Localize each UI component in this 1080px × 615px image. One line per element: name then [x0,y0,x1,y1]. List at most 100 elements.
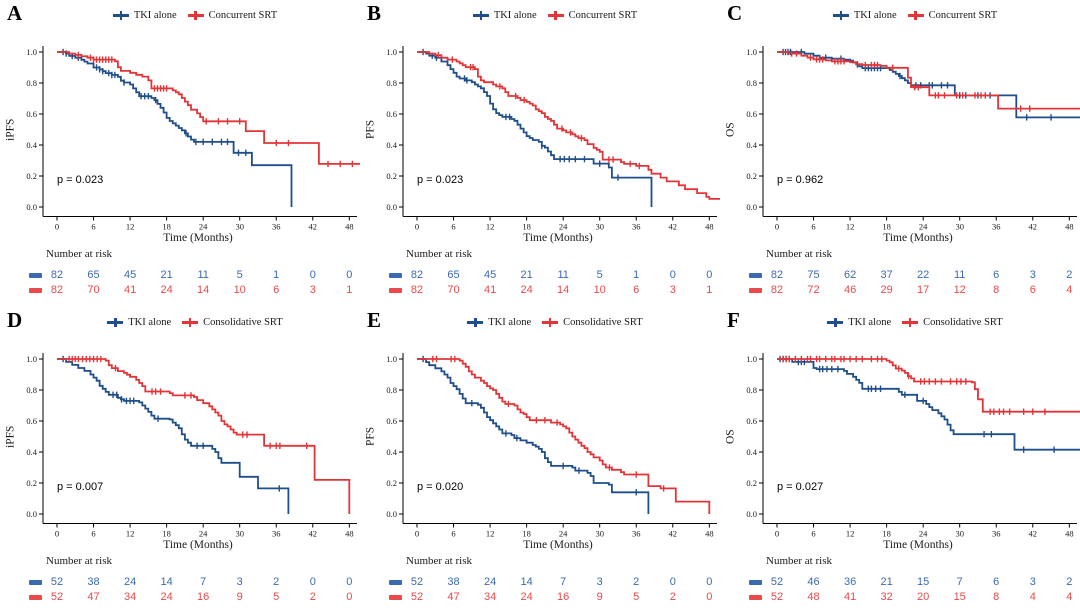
risk-table: 82 65 45 21 11 5 1 0 0 82 70 41 24 14 10 6 3 1 [360,269,720,301]
panel-letter: D [7,308,23,332]
x-tick-label: 6 [811,222,815,232]
risk-count: 24 [123,576,137,588]
risk-count: 32 [880,591,893,603]
x-tick-label: 30 [595,529,604,539]
km-panel-f: 0.0 0.2 0.4 0.6 0.8 1.0 0 6 12 18 24 30 36 42 48 F TKI… [720,307,1080,614]
risk-count: 2 [309,591,316,603]
legend-marker-srt-icon [182,318,199,327]
risk-group-marker-icon [749,580,762,585]
panel-letter: B [367,1,382,25]
legend: TKI alone Concurrent SRT [40,10,356,21]
risk-count: 6 [993,269,1000,281]
legend-marker-tki-icon [472,11,489,20]
y-tick-label: 0.4 [746,140,757,150]
risk-count: 24 [520,591,533,603]
x-tick-label: 6 [451,222,455,232]
y-tick-label: 0.8 [26,78,37,88]
panel-letter: A [7,1,23,25]
y-axis-label: PFS [364,119,377,140]
km-plot: 0.0 0.2 0.4 0.6 0.8 1.0 0 6 12 18 24 30 36 42 48 [746,353,1080,539]
risk-count: 20 [917,591,930,603]
legend-label-srt: Consolidative SRT [203,317,283,328]
legend-marker-srt-icon [907,11,924,20]
x-tick-label: 6 [91,222,95,232]
x-tick-label: 0 [415,529,419,539]
risk-count: 24 [483,576,497,588]
risk-table: 52 46 36 21 15 7 6 3 2 52 48 41 32 20 15 8 4 4 [720,576,1080,608]
km-curve-srt [777,51,1080,110]
y-axis-label: PFS [364,426,377,447]
x-tick-label: 12 [126,529,135,539]
risk-count: 41 [483,284,497,296]
y-tick-label: 0.4 [386,447,397,457]
x-axis-label: Time (Months) [523,232,593,244]
km-curve-tki [777,358,1080,451]
y-tick-label: 0.6 [746,416,757,426]
risk-count: 6 [993,576,1000,588]
risk-count: 82 [770,269,784,281]
y-tick-label: 1.0 [26,354,37,364]
risk-count: 12 [953,284,966,296]
legend-label-srt: Concurrent SRT [208,10,278,21]
risk-count: 3 [1029,576,1036,588]
risk-group-marker-icon [29,273,42,278]
y-tick-label: 0.8 [746,78,757,88]
risk-table-title: Number at risk [406,248,472,260]
risk-count: 75 [807,269,820,281]
risk-group-marker-icon [389,273,402,278]
p-value: p = 0.020 [417,481,464,493]
risk-count: 21 [160,269,173,281]
km-panel-e: 0.0 0.2 0.4 0.6 0.8 1.0 0 6 12 18 24 30 36 42 48 E TKI… [360,307,720,614]
x-axis-label: Time (Months) [163,232,233,244]
risk-count: 11 [953,269,966,281]
x-tick-label: 42 [1029,529,1038,539]
risk-table: 82 75 62 37 22 11 6 3 2 82 72 46 29 17 12 8 6 4 [720,269,1080,301]
risk-group-marker-icon [29,595,42,600]
km-panel-c: 0.0 0.2 0.4 0.6 0.8 1.0 0 6 12 18 24 30 36 42 48 C TKI… [720,0,1080,307]
risk-group-marker-icon [749,288,762,293]
risk-table-title: Number at risk [766,248,832,260]
risk-count: 11 [197,269,209,281]
p-value: p = 0.027 [777,481,824,493]
x-tick-label: 30 [235,222,244,232]
risk-count: 0 [706,576,713,588]
y-tick-label: 0.6 [386,109,397,119]
km-curve-tki [417,51,653,207]
y-tick-label: 0.2 [26,171,37,181]
risk-count: 9 [236,591,243,603]
risk-count: 65 [447,269,460,281]
x-tick-label: 30 [955,222,964,232]
risk-row: 52 46 36 21 15 7 6 3 2 [720,576,1080,589]
legend-marker-tki-icon [112,11,129,20]
x-tick-label: 0 [415,222,419,232]
legend-marker-tki-icon [827,318,844,327]
y-tick-label: 0.6 [746,109,757,119]
risk-count: 14 [160,576,173,588]
risk-count: 0 [669,576,676,588]
risk-group-marker-icon [389,288,402,293]
x-tick-label: 36 [272,222,281,232]
risk-table-title: Number at risk [46,555,112,567]
risk-count: 11 [557,269,569,281]
risk-count: 3 [1029,269,1036,281]
risk-count: 1 [346,284,353,296]
risk-count: 3 [236,576,243,588]
risk-count: 46 [807,576,820,588]
y-tick-label: 0.0 [386,202,397,212]
risk-count: 82 [410,269,424,281]
risk-count: 72 [807,284,820,296]
x-tick-label: 48 [345,222,354,232]
risk-count: 15 [917,576,930,588]
legend-label-srt: Consolidative SRT [563,317,643,328]
risk-count: 1 [706,284,713,296]
x-tick-label: 12 [486,529,495,539]
x-tick-label: 12 [846,529,855,539]
km-plot: 0.0 0.2 0.4 0.6 0.8 1.0 0 6 12 18 24 30 36 42 48 [26,46,360,232]
legend: TKI alone Consolidative SRT [40,317,356,328]
risk-count: 3 [669,284,676,296]
risk-count: 7 [200,576,207,588]
risk-count: 52 [410,576,424,588]
risk-row: 82 72 46 29 17 12 8 6 4 [720,284,1080,297]
y-tick-label: 0.2 [746,478,757,488]
risk-count: 4 [1029,591,1036,603]
